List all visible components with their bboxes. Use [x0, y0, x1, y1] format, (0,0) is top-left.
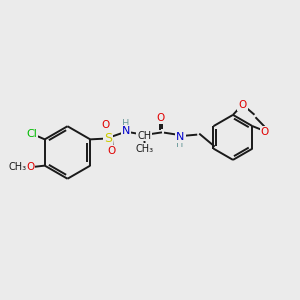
Text: H: H — [122, 119, 129, 129]
Text: N: N — [122, 126, 130, 136]
Text: CH: CH — [137, 130, 151, 141]
Text: O: O — [261, 127, 269, 136]
Text: O: O — [26, 162, 34, 172]
Text: H: H — [176, 139, 183, 149]
Text: N: N — [176, 132, 185, 142]
Text: O: O — [107, 146, 116, 156]
Text: O: O — [101, 120, 110, 130]
Text: O: O — [238, 100, 247, 110]
Text: CH₃: CH₃ — [8, 162, 26, 172]
Text: S: S — [104, 132, 112, 145]
Text: O: O — [157, 113, 165, 123]
Text: Cl: Cl — [26, 129, 37, 139]
Text: CH₃: CH₃ — [136, 144, 154, 154]
